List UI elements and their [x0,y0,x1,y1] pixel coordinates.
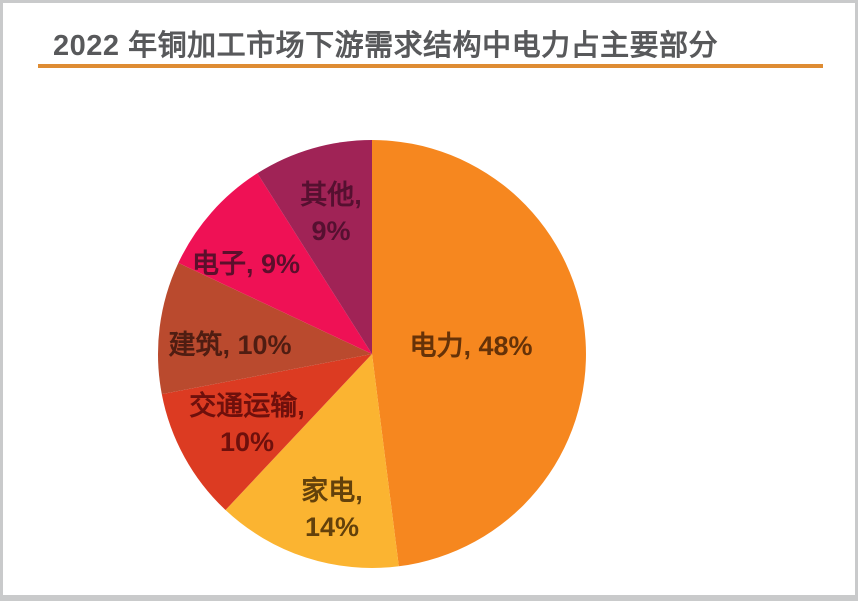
pie-slice-transportation [161,354,372,510]
pie-slice-others [257,140,372,354]
pie-slice-electronics [178,173,372,354]
pie-chart-svg [157,140,586,568]
pie-slice-home-appliances [225,354,399,568]
pie-chart: 电力, 48% 家电, 14% 交通运输, 10% 建筑, 10% 电子, 9% 其他, 9% [3,3,855,595]
chart-title: 2022 年铜加工市场下游需求结构中电力占主要部分 [53,30,719,62]
pie-slice-electricity [372,140,586,567]
title-underline [38,64,823,68]
pie-slice-construction [157,262,372,395]
